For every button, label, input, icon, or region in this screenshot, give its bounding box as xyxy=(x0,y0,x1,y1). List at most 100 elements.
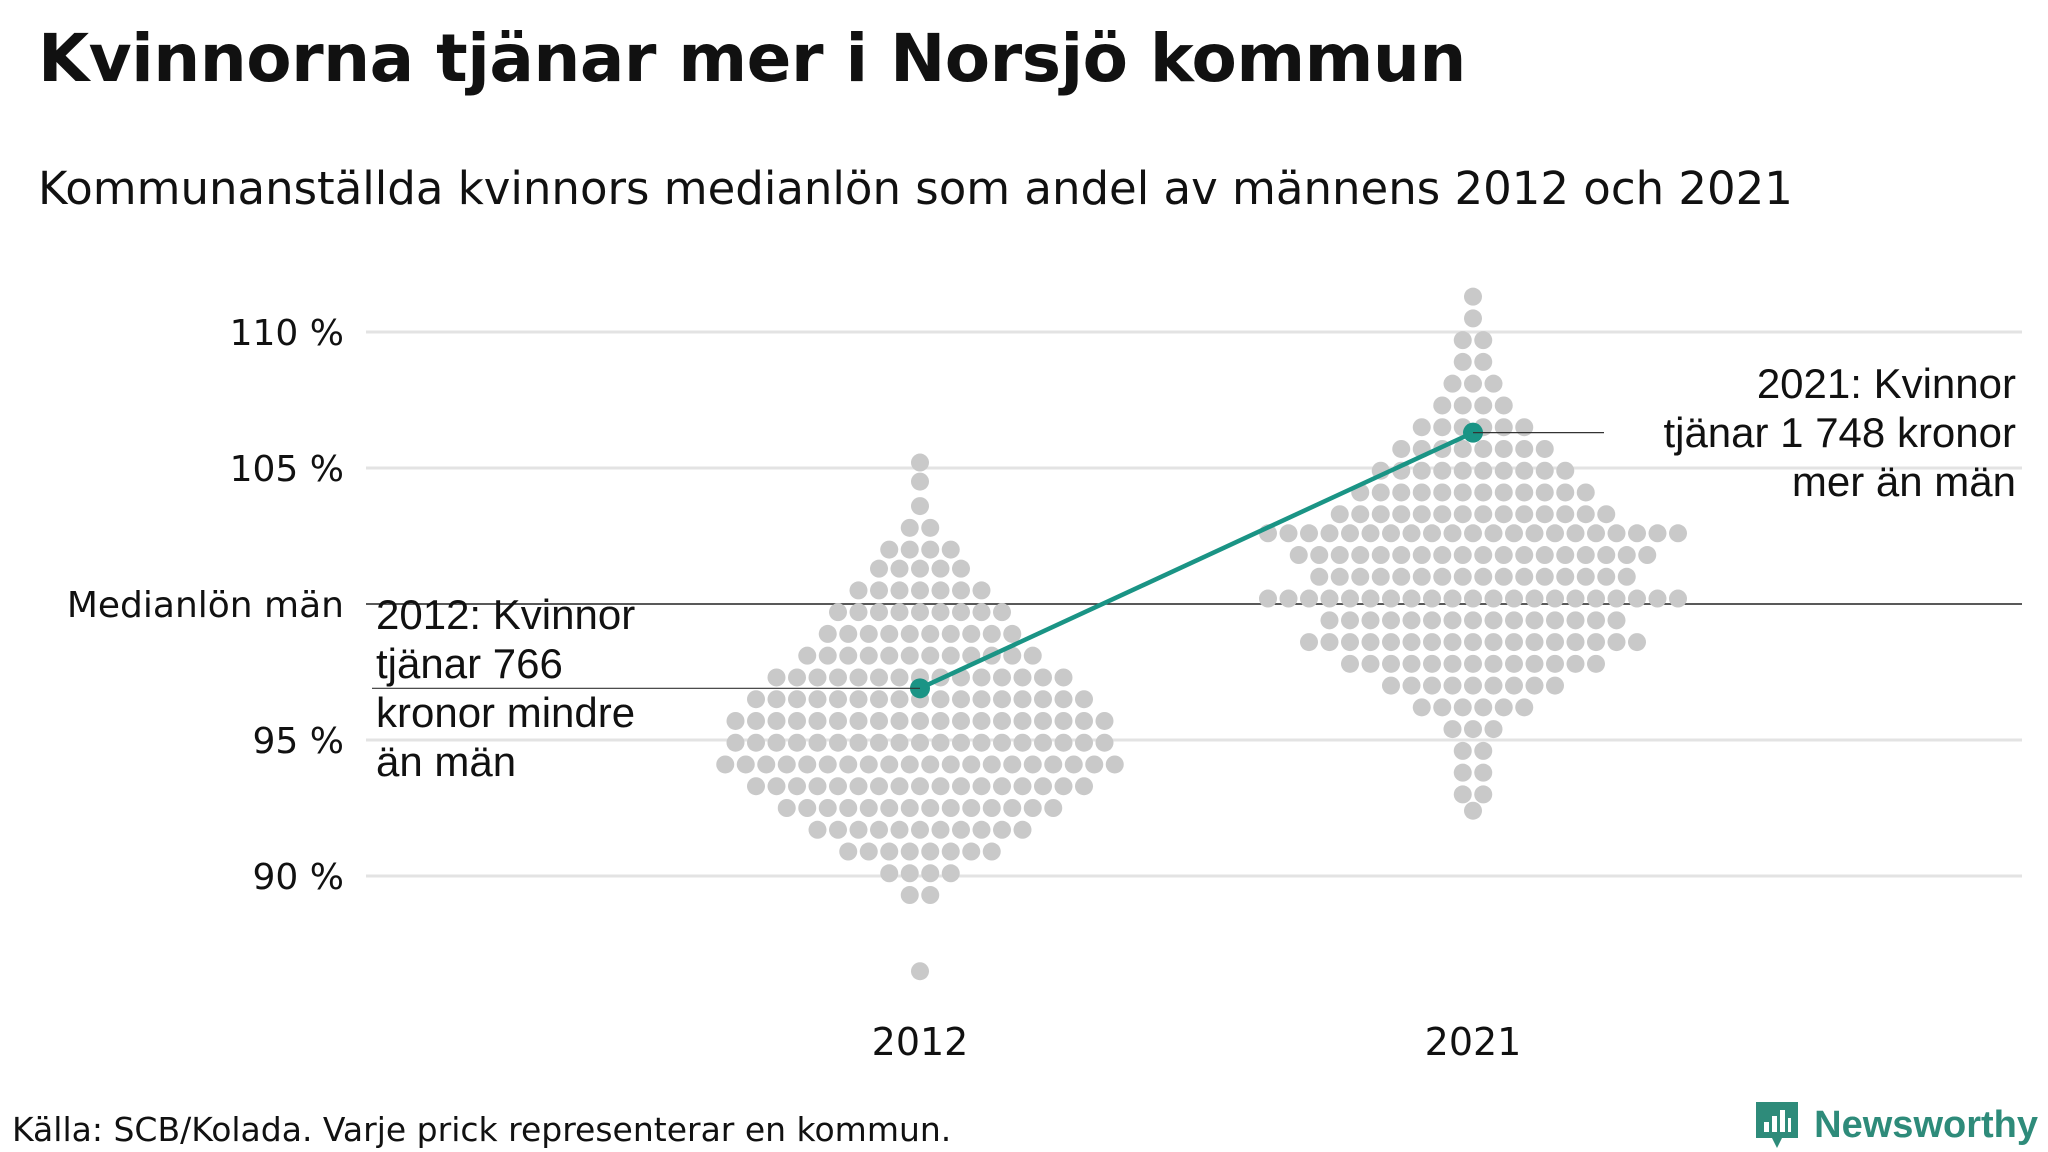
swarm-dot-2021 xyxy=(1628,633,1646,652)
swarm-dot-2021 xyxy=(1382,611,1400,630)
swarm-dot-2021 xyxy=(1546,611,1564,630)
swarm-dot-2021 xyxy=(1300,633,1318,652)
swarm-dot-2012 xyxy=(880,624,899,643)
swarm-dot-2012 xyxy=(931,733,950,752)
grid-lines xyxy=(366,330,2022,878)
swarm-dot-2012 xyxy=(921,646,940,665)
swarm-dot-2021 xyxy=(1300,589,1318,608)
swarm-dot-2012 xyxy=(911,453,929,472)
swarm-dot-2021 xyxy=(1556,567,1575,586)
swarm-dot-2012 xyxy=(839,755,858,774)
swarm-dot-2021 xyxy=(1341,611,1359,630)
swarm-dot-2021 xyxy=(1453,698,1472,717)
swarm-dot-2021 xyxy=(1464,287,1482,306)
swarm-dot-2012 xyxy=(952,603,970,622)
swarm-dot-2012 xyxy=(1003,646,1022,665)
swarm-dot-2021 xyxy=(1515,505,1534,524)
swarm-dot-2012 xyxy=(849,603,868,622)
swarm-dot-2012 xyxy=(900,864,919,883)
swarm-dot-2021 xyxy=(1433,483,1452,502)
swarm-dot-2021 xyxy=(1402,676,1421,695)
swarm-dot-2012 xyxy=(972,777,991,796)
x-axis-labels: 2012 2021 xyxy=(872,1020,1522,1064)
swarm-dot-2012 xyxy=(900,540,919,559)
swarm-dot-2021 xyxy=(1597,567,1616,586)
swarm-dot-2012 xyxy=(952,690,970,709)
swarm-dot-2012 xyxy=(890,559,909,578)
swarm-dot-2012 xyxy=(1095,733,1114,752)
swarm-dot-2021 xyxy=(1453,567,1472,586)
swarm-dot-2012 xyxy=(1013,711,1032,730)
swarm-dot-2012 xyxy=(798,646,817,665)
swarm-dot-2012 xyxy=(931,559,950,578)
swarm-dot-2021 xyxy=(1474,785,1493,804)
y-axis-labels: 90 % 95 % Medianlön män 105 % 110 % xyxy=(67,313,344,898)
swarm-dot-2021 xyxy=(1330,567,1349,586)
swarm-dot-2021 xyxy=(1402,654,1421,673)
swarm-dot-2012 xyxy=(839,646,858,665)
swarm-dot-2012 xyxy=(870,603,888,622)
swarm-dot-2012 xyxy=(931,820,950,839)
swarm-dot-2021 xyxy=(1546,524,1564,543)
x-tick-label-2012: 2012 xyxy=(872,1020,969,1064)
swarm-dot-2021 xyxy=(1515,698,1534,717)
swarm-dot-2021 xyxy=(1474,396,1493,415)
swarm-dot-2021 xyxy=(1341,524,1359,543)
swarm-dot-2021 xyxy=(1576,505,1595,524)
swarm-dot-2021 xyxy=(1607,589,1626,608)
swarm-dot-2012 xyxy=(972,733,991,752)
swarm-dot-2021 xyxy=(1392,567,1411,586)
swarm-dot-2021 xyxy=(1648,524,1667,543)
swarm-dot-2012 xyxy=(931,581,950,600)
swarm-dot-2021 xyxy=(1515,461,1534,480)
swarm-dot-2012 xyxy=(849,668,868,687)
swarm-dot-2021 xyxy=(1474,461,1493,480)
swarm-dot-2012 xyxy=(880,540,899,559)
swarm-dot-2012 xyxy=(1013,668,1032,687)
swarm-dot-2012 xyxy=(1023,646,1042,665)
swarm-dot-2012 xyxy=(788,777,806,796)
brand-logo[interactable]: Newsworthy xyxy=(1752,1098,2038,1152)
swarm-dot-2021 xyxy=(1433,396,1452,415)
swarm-dot-2012 xyxy=(1054,733,1073,752)
brand-name: Newsworthy xyxy=(1814,1103,2038,1146)
swarm-dot-2012 xyxy=(911,820,929,839)
swarm-dot-2012 xyxy=(859,755,878,774)
swarm-dot-2021 xyxy=(1484,374,1503,393)
swarm-dot-2012 xyxy=(921,540,940,559)
swarm-dot-2012 xyxy=(952,733,970,752)
swarm-dot-2012 xyxy=(767,711,786,730)
swarm-dot-2012 xyxy=(1075,711,1093,730)
swarm-dot-2012 xyxy=(941,624,960,643)
swarm-dot-2012 xyxy=(726,733,745,752)
swarm-dot-2021 xyxy=(1412,567,1431,586)
swarm-dot-2021 xyxy=(1320,611,1339,630)
swarm-dot-2012 xyxy=(798,799,817,817)
swarm-dot-2012 xyxy=(962,755,981,774)
swarm-dot-2021 xyxy=(1597,546,1616,565)
swarm-dot-2012 xyxy=(972,690,991,709)
swarm-dot-2012 xyxy=(911,581,929,600)
swarm-dot-2012 xyxy=(747,733,765,752)
swarm-dot-2012 xyxy=(890,690,909,709)
swarm-dot-2021 xyxy=(1525,524,1544,543)
swarm-dot-2012 xyxy=(808,711,827,730)
swarm-dot-2012 xyxy=(726,711,745,730)
swarm-dot-2012 xyxy=(1064,755,1083,774)
swarm-dot-2021 xyxy=(1392,439,1411,458)
swarm-dot-2012 xyxy=(1044,799,1063,817)
swarm-dot-2012 xyxy=(972,581,991,600)
swarm-dot-2021 xyxy=(1556,505,1575,524)
swarm-dot-2021 xyxy=(1505,654,1523,673)
swarm-dot-2012 xyxy=(982,755,1001,774)
swarm-dot-2021 xyxy=(1525,654,1544,673)
swarm-dot-2021 xyxy=(1474,439,1493,458)
swarm-dot-2021 xyxy=(1535,567,1554,586)
swarm-dot-2021 xyxy=(1505,589,1523,608)
swarm-dot-2021 xyxy=(1638,546,1657,565)
swarm-dot-2012 xyxy=(829,733,847,752)
swarm-dot-2012 xyxy=(1054,711,1073,730)
swarm-dot-2012 xyxy=(921,886,940,905)
swarm-dot-2021 xyxy=(1453,461,1472,480)
